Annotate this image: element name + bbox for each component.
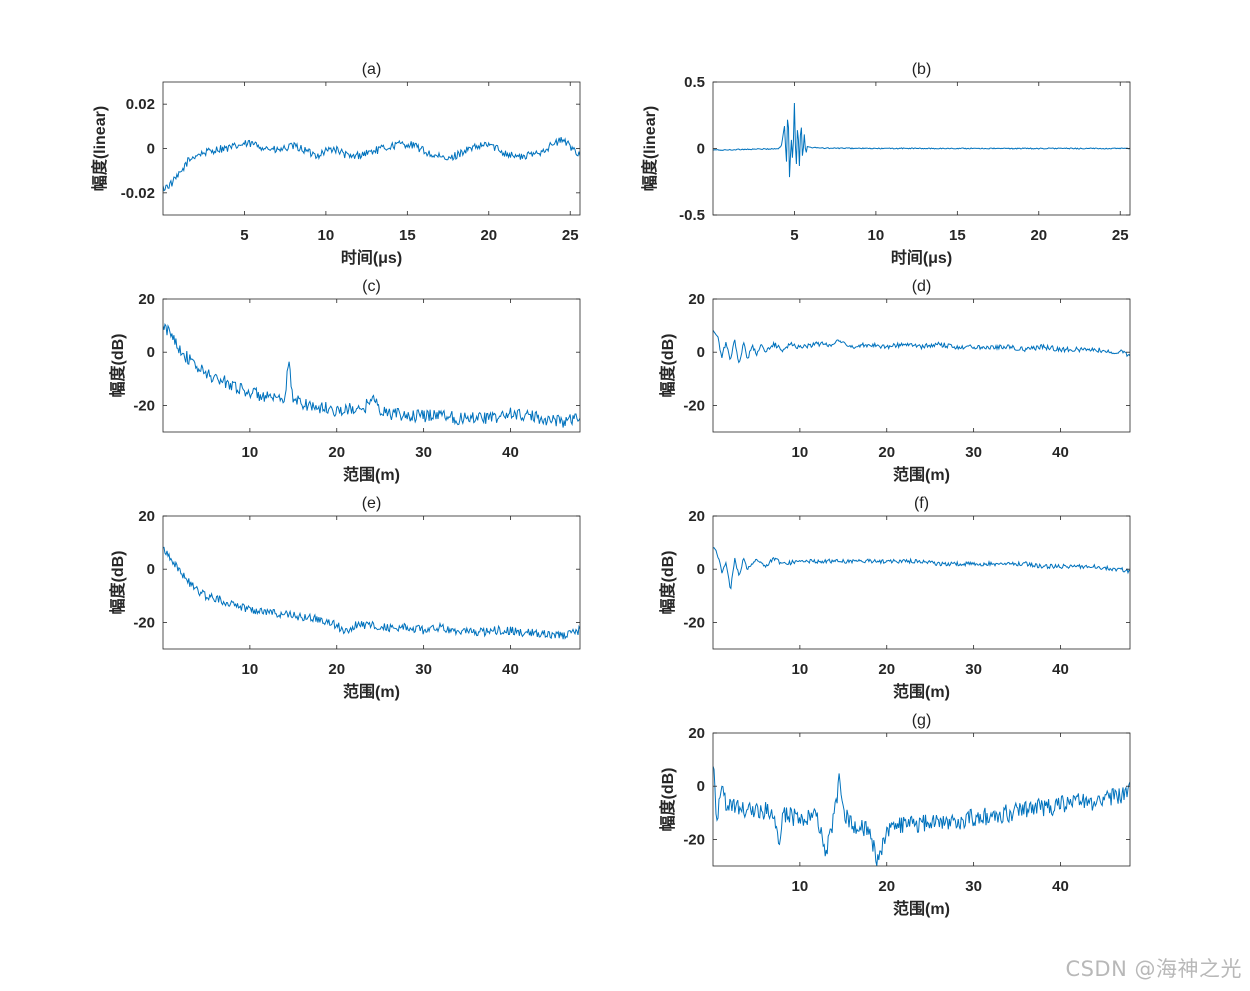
x-tick-label: 15 <box>949 227 966 244</box>
x-tick-label: 10 <box>792 661 809 678</box>
subplot-e: (e) 10 20 30 40 -20 0 20 范围(m) 幅度(dB) <box>108 495 581 701</box>
y-axis-label-f: 幅度(dB) <box>658 551 677 615</box>
y-tick-label: -20 <box>683 397 705 414</box>
x-tick-label: 20 <box>328 444 345 461</box>
x-tick-label: 30 <box>415 661 432 678</box>
subplot-title-g: (g) <box>912 712 932 729</box>
y-axis-label-g: 幅度(dB) <box>658 768 677 832</box>
x-tick-label: 30 <box>415 444 432 461</box>
axes-box-d <box>712 298 1131 433</box>
x-tick-label: 20 <box>328 661 345 678</box>
y-tick-label: -0.5 <box>679 207 705 224</box>
y-tick-label: 0 <box>697 141 705 158</box>
x-tick-label: 20 <box>1030 227 1047 244</box>
subplot-title-f: (f) <box>914 495 929 512</box>
x-tick-label: 30 <box>965 661 982 678</box>
y-tick-label: 0 <box>697 561 705 578</box>
series-line-a <box>163 136 580 192</box>
x-tick-label: 40 <box>1052 444 1069 461</box>
subplot-title-d: (d) <box>912 278 932 295</box>
x-tick-label: 40 <box>502 661 519 678</box>
x-axis-label-b: 时间(μs) <box>891 248 952 267</box>
x-tick-label: 20 <box>878 444 895 461</box>
y-tick-label: 20 <box>688 291 705 308</box>
x-axis-label-g: 范围(m) <box>893 899 950 918</box>
subplot-a: (a) 5 10 15 20 25 -0.02 0 0.02 时间(μs) 幅度(linear) <box>90 61 581 267</box>
y-tick-label: -0.02 <box>121 185 155 202</box>
y-axis-label-b: 幅度(linear) <box>640 106 659 191</box>
x-tick-label: 20 <box>480 227 497 244</box>
y-tick-label: 20 <box>138 291 155 308</box>
subplot-g: (g) 10 20 30 40 -20 0 20 范围(m) 幅度(dB) <box>658 712 1131 918</box>
y-tick-label: 0 <box>147 141 155 158</box>
x-tick-label: 5 <box>790 227 798 244</box>
y-tick-label: 0.5 <box>684 74 705 91</box>
x-axis-label-d: 范围(m) <box>893 465 950 484</box>
x-tick-label: 30 <box>965 878 982 895</box>
y-axis-label-a: 幅度(linear) <box>90 106 109 191</box>
y-axis-label-e: 幅度(dB) <box>108 551 127 615</box>
x-tick-label: 10 <box>242 444 259 461</box>
subplot-title-b: (b) <box>912 61 932 78</box>
subplot-title-e: (e) <box>362 495 382 512</box>
y-tick-label: 0.02 <box>126 96 155 113</box>
y-tick-label: -20 <box>683 614 705 631</box>
y-tick-label: 20 <box>688 725 705 742</box>
subplot-c: (c) 10 20 30 40 -20 0 20 范围(m) 幅度(dB) <box>108 278 581 484</box>
subplot-d: (d) 10 20 30 40 -20 0 20 范围(m) 幅度(dB) <box>658 278 1131 484</box>
subplot-b: (b) 5 10 15 20 25 -0.5 0 0.5 时间(μs) 幅度(linear) <box>640 61 1131 267</box>
x-tick-label: 40 <box>1052 661 1069 678</box>
y-tick-label: 0 <box>147 344 155 361</box>
series-line-g <box>713 766 1130 866</box>
series-line-f <box>713 547 1130 590</box>
y-axis-label-d: 幅度(dB) <box>658 334 677 398</box>
x-tick-label: 15 <box>399 227 416 244</box>
subplot-title-a: (a) <box>362 61 382 78</box>
x-axis-label-f: 范围(m) <box>893 682 950 701</box>
x-tick-label: 10 <box>792 878 809 895</box>
y-tick-label: 0 <box>697 344 705 361</box>
x-axis-label-a: 时间(μs) <box>341 248 402 267</box>
x-tick-label: 10 <box>792 444 809 461</box>
y-tick-label: 0 <box>697 778 705 795</box>
x-axis-label-c: 范围(m) <box>343 465 400 484</box>
series-line-d <box>713 330 1130 364</box>
series-line-e <box>163 546 580 640</box>
subplot-title-c: (c) <box>362 278 381 295</box>
x-tick-label: 10 <box>242 661 259 678</box>
y-tick-label: 20 <box>688 508 705 525</box>
x-tick-label: 40 <box>502 444 519 461</box>
y-tick-label: -20 <box>133 614 155 631</box>
axes-box-f <box>712 515 1131 650</box>
y-axis-label-c: 幅度(dB) <box>108 334 127 398</box>
subplot-f: (f) 10 20 30 40 -20 0 20 范围(m) 幅度(dB) <box>658 495 1131 701</box>
y-tick-label: -20 <box>133 397 155 414</box>
x-tick-label: 5 <box>240 227 248 244</box>
y-tick-label: 0 <box>147 561 155 578</box>
x-tick-label: 25 <box>562 227 579 244</box>
axes-box-g <box>712 732 1131 867</box>
series-line-c <box>163 322 580 428</box>
axes-box-c <box>162 298 581 433</box>
y-tick-label: 20 <box>138 508 155 525</box>
watermark: CSDN @海神之光 <box>1065 957 1242 981</box>
y-tick-label: -20 <box>683 831 705 848</box>
x-tick-label: 20 <box>878 878 895 895</box>
series-line-b <box>713 102 1130 178</box>
x-axis-label-e: 范围(m) <box>343 682 400 701</box>
x-tick-label: 30 <box>965 444 982 461</box>
x-tick-label: 40 <box>1052 878 1069 895</box>
x-tick-label: 10 <box>318 227 335 244</box>
x-tick-label: 25 <box>1112 227 1129 244</box>
axes-box-e <box>162 515 581 650</box>
x-tick-label: 20 <box>878 661 895 678</box>
x-tick-label: 10 <box>868 227 885 244</box>
